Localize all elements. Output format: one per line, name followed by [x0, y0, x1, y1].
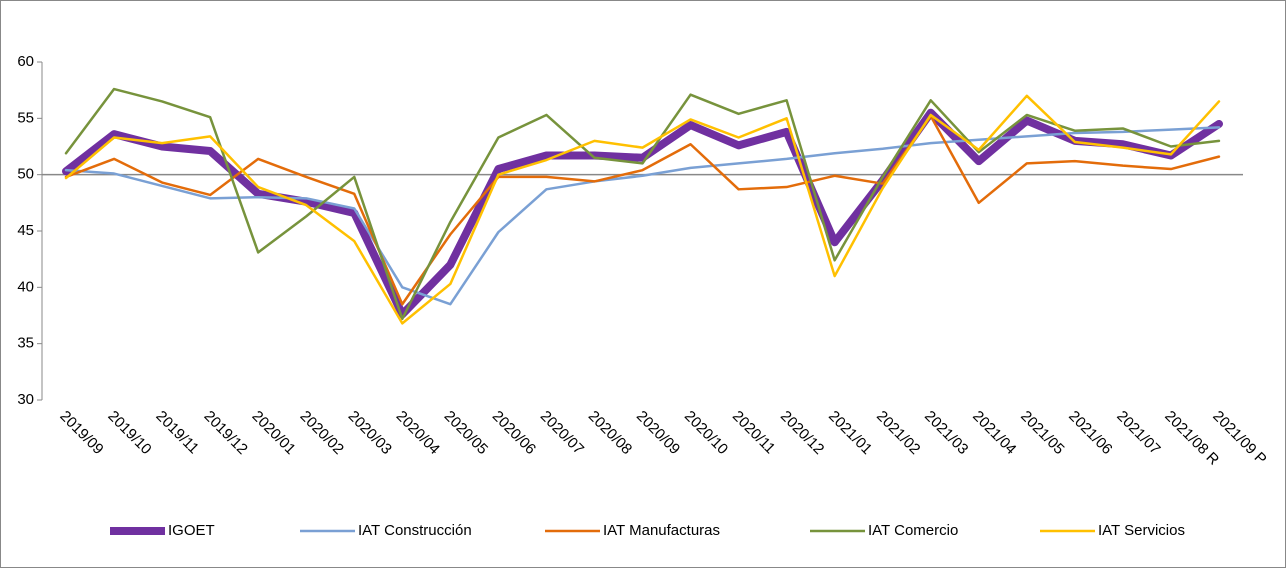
y-tick-label: 50	[17, 166, 34, 183]
legend-label: IGOET	[168, 522, 215, 539]
y-tick-label: 30	[17, 391, 34, 408]
y-tick-label: 40	[17, 278, 34, 295]
series-line	[64, 94, 1221, 325]
legend-label: IAT Manufacturas	[603, 522, 720, 539]
y-tick-label: 35	[17, 335, 34, 352]
series-line	[64, 126, 1221, 306]
y-tick-label: 60	[17, 53, 34, 70]
series-line	[64, 114, 1221, 306]
y-tick-label: 45	[17, 222, 34, 239]
series-line	[62, 108, 1223, 319]
legend-label: IAT Servicios	[1098, 522, 1185, 539]
y-tick-label: 55	[17, 109, 34, 126]
legend-label: IAT Construcción	[358, 522, 472, 539]
legend-label: IAT Comercio	[868, 522, 958, 539]
series-line	[64, 87, 1221, 321]
